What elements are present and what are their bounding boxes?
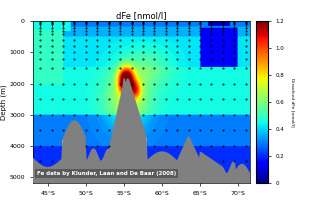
Y-axis label: Depth (m): Depth (m) — [0, 84, 7, 120]
Title: dFe [nmol/l]: dFe [nmol/l] — [116, 12, 166, 20]
Text: Fe data by Klunder, Laan and De Baar (2008): Fe data by Klunder, Laan and De Baar (20… — [37, 171, 176, 176]
Y-axis label: Dissolved dFe [nmol/l]: Dissolved dFe [nmol/l] — [291, 78, 295, 127]
Polygon shape — [33, 79, 250, 186]
